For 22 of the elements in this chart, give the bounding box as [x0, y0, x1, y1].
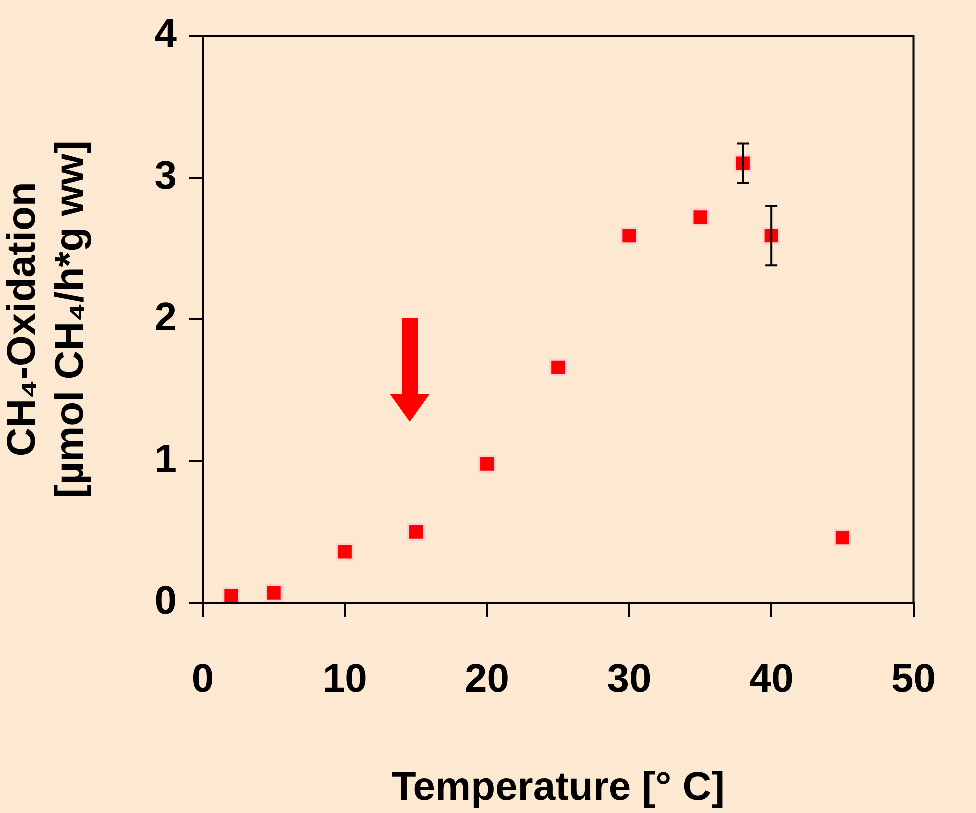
y-axis-title: CH₄-Oxidation [µmol CH₄/h*g ww]: [0, 140, 92, 498]
x-tick-label: 50: [892, 657, 936, 702]
point: [692, 208, 710, 226]
point: [834, 529, 852, 547]
point: [550, 358, 568, 376]
point: [222, 587, 240, 603]
point: [265, 584, 283, 602]
x-tick-label: 40: [749, 657, 794, 702]
x-tick-label: 30: [607, 657, 652, 702]
y-tick-label: 3: [154, 154, 177, 198]
point: [407, 523, 426, 541]
point: [336, 543, 354, 561]
x-tick-label: 0: [192, 657, 214, 702]
x-tick-label: 10: [322, 657, 368, 702]
y-tick-label: 4: [154, 12, 178, 56]
point: [478, 455, 496, 473]
y-tick-label: 0: [154, 579, 177, 624]
y-tick-label: 1: [154, 437, 177, 482]
x-tick-label: 20: [465, 657, 510, 702]
point: [620, 227, 638, 245]
y-tick-label: 2: [154, 296, 177, 340]
x-axis-title: Temperature [° C]: [392, 765, 725, 810]
